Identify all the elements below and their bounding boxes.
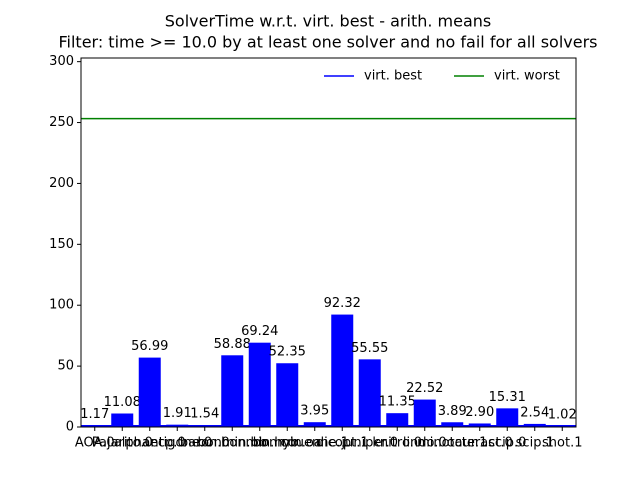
value-label: 1.17 — [80, 407, 109, 422]
value-label: 11.35 — [379, 395, 416, 410]
value-label: 1.91 — [163, 406, 192, 421]
value-label: 58.88 — [214, 337, 251, 352]
bar — [358, 359, 381, 427]
y-tick-label: 0 — [66, 420, 74, 435]
x-tick-label: minotaur.1 — [417, 436, 487, 451]
x-tick-label: Pajarito.0 — [92, 436, 153, 451]
x-tick-label: AOA.0 — [75, 436, 115, 451]
x-tick-label: lindo.0 — [403, 436, 447, 451]
value-label: 55.55 — [351, 341, 388, 356]
x-tick-label: dicopt.1 — [316, 436, 369, 451]
value-label: 15.31 — [489, 390, 526, 405]
value-label: 2.54 — [520, 405, 549, 420]
chart-title: SolverTime w.r.t. virt. best - arith. me… — [165, 12, 491, 31]
value-label: 22.52 — [406, 381, 443, 396]
x-tick-label: scip.1 — [516, 436, 554, 451]
x-tick-label: couenne.1 — [281, 436, 349, 451]
bar — [221, 355, 244, 427]
x-tick-label: knitro.0 — [372, 436, 422, 451]
plot-frame — [80, 57, 577, 428]
bar — [496, 408, 519, 427]
bar — [303, 422, 326, 427]
x-tick-label: bonmin.bb — [197, 436, 267, 451]
bar — [276, 363, 299, 427]
x-tick-label: scip.0 — [488, 436, 526, 451]
bar — [111, 413, 134, 427]
y-tick-label: 100 — [49, 298, 74, 313]
value-label: 11.08 — [104, 395, 141, 410]
y-tick-label: 150 — [49, 237, 74, 252]
y-tick-label: 50 — [57, 359, 74, 374]
x-tick-label: alphaecp.0 — [114, 436, 186, 451]
x-tick-label: shot.1 — [542, 436, 582, 451]
value-label: 52.35 — [269, 345, 306, 360]
x-tick-label: bonmin.hyb — [221, 436, 298, 451]
value-label: 1.02 — [548, 407, 577, 422]
value-label: 2.90 — [465, 405, 494, 420]
bar — [386, 413, 409, 427]
bar — [248, 342, 271, 427]
legend-label: virt. best — [364, 69, 422, 84]
y-tick-label: 250 — [49, 115, 74, 130]
x-tick-label: antigone.0 — [142, 436, 212, 451]
x-tick-label: bonmin.oa — [253, 436, 322, 451]
x-tick-label: juniper.0 — [340, 436, 398, 451]
value-label: 1.54 — [190, 407, 219, 422]
value-label: 3.95 — [300, 404, 329, 419]
value-label: 92.32 — [324, 296, 361, 311]
bar — [441, 422, 464, 427]
value-label: 69.24 — [241, 324, 278, 339]
legend-label: virt. worst — [494, 69, 560, 84]
y-tick-label: 300 — [49, 54, 74, 69]
value-label: 3.89 — [438, 404, 467, 419]
bar — [138, 357, 161, 427]
x-tick-label: baron.0 — [180, 436, 230, 451]
bar — [413, 399, 436, 427]
value-label: 56.99 — [131, 339, 168, 354]
x-tick-label: octeract.0 — [447, 436, 513, 451]
bar — [331, 314, 354, 427]
y-tick-label: 200 — [49, 176, 74, 191]
chart-subtitle: Filter: time >= 10.0 by at least one sol… — [58, 33, 597, 52]
